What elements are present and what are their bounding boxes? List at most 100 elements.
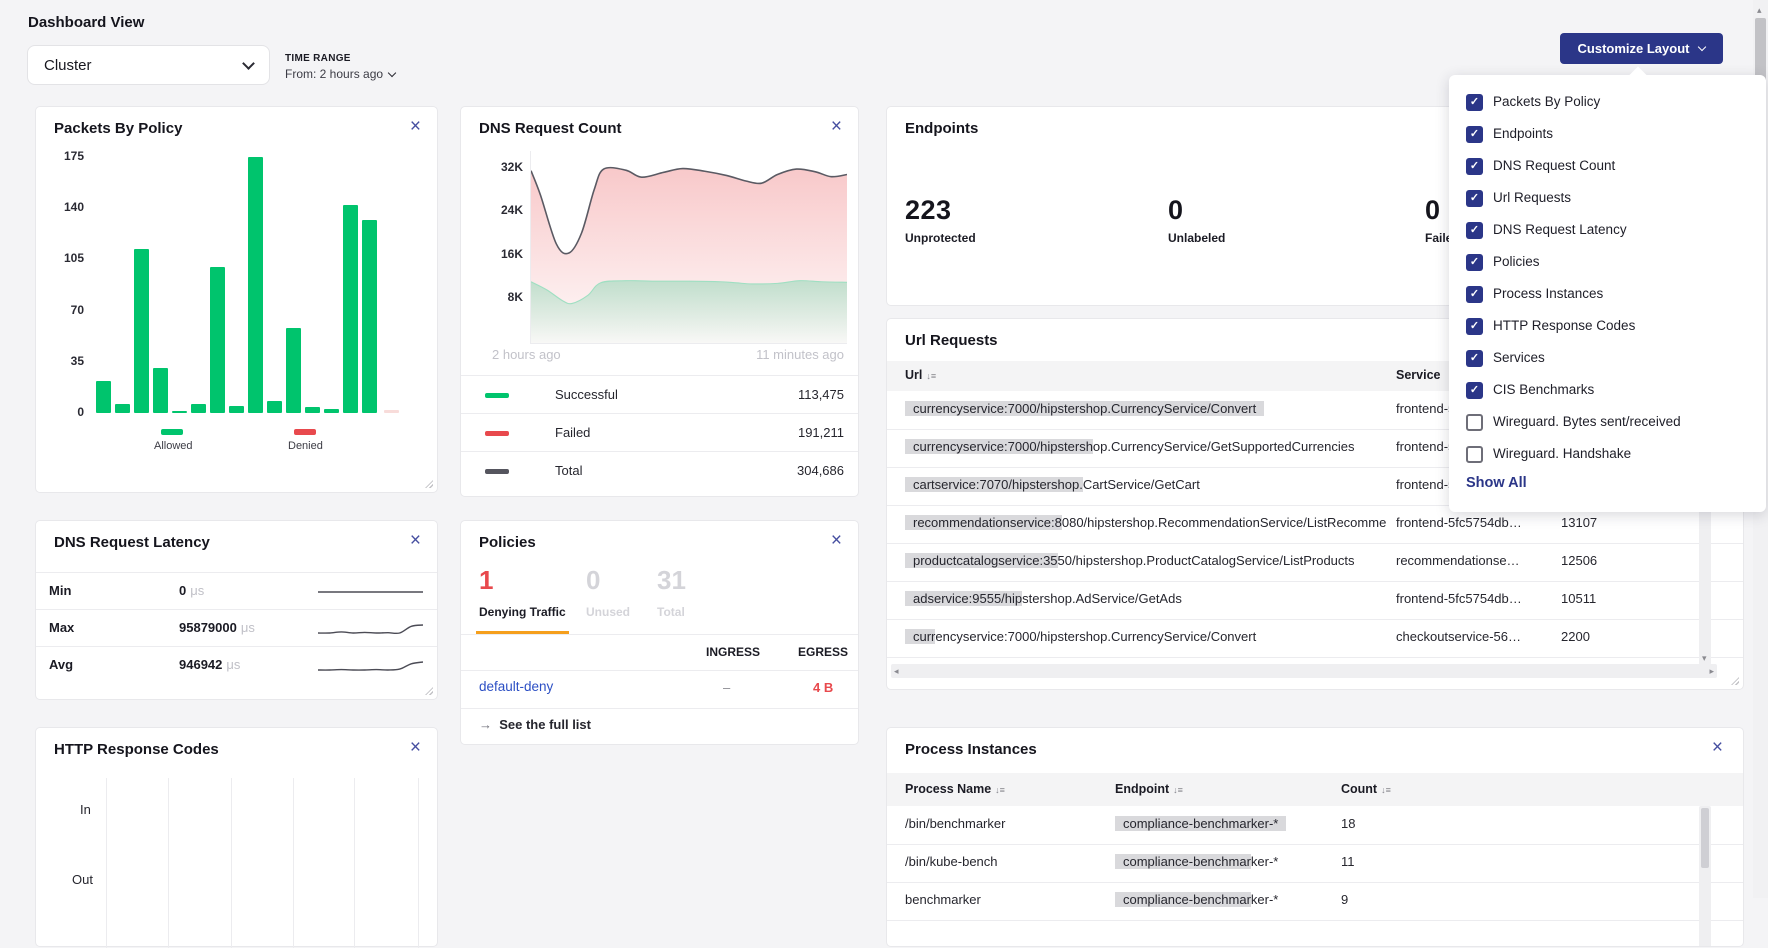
denying-traffic-count: 1 <box>479 565 493 596</box>
allowed-bar <box>267 401 282 413</box>
service-cell: frontend-5fc5754db… <box>1396 515 1551 530</box>
checkbox-checked-icon[interactable]: ✓ <box>1466 382 1483 399</box>
menu-item-endpoints[interactable]: ✓Endpoints <box>1449 119 1766 151</box>
scroll-down-icon[interactable]: ▾ <box>1702 651 1707 665</box>
x-axis-end-label: 11 minutes ago <box>756 347 844 362</box>
customize-layout-menu: ✓Packets By Policy✓Endpoints✓DNS Request… <box>1449 75 1766 512</box>
time-range-dropdown[interactable]: From: 2 hours ago <box>285 67 395 81</box>
latency-row: Max95879000μs <box>36 609 437 647</box>
scroll-up-icon[interactable]: ▴ <box>1757 3 1762 17</box>
menu-item-dns-request-latency[interactable]: ✓ DNS Request Latency <box>1449 215 1766 247</box>
menu-item-url-requests[interactable]: ✓Url Requests <box>1449 183 1766 215</box>
checkbox-checked-icon[interactable]: ✓ <box>1466 126 1483 143</box>
arrow-right-icon: → <box>479 717 492 732</box>
menu-item-label: DNS Request Latency <box>1493 222 1627 237</box>
menu-item-services[interactable]: ✓Services <box>1449 343 1766 375</box>
menu-item-dns-request-count[interactable]: ✓DNS Request Count <box>1449 151 1766 183</box>
legend-row: Successful113,475 <box>461 375 858 414</box>
menu-item-wireguard-bytes-sent-received[interactable]: Wireguard. Bytes sent/received <box>1449 407 1766 439</box>
time-range: TIME RANGE From: 2 hours ago <box>285 53 395 81</box>
menu-item-label: HTTP Response Codes <box>1493 318 1635 333</box>
y-axis-tick: 175 <box>48 149 84 163</box>
checkbox-checked-icon[interactable]: ✓ <box>1466 158 1483 175</box>
total-tab[interactable]: Total <box>657 605 685 619</box>
allowed-bar <box>229 406 244 413</box>
menu-item-http-response-codes[interactable]: ✓ HTTP Response Codes <box>1449 311 1766 343</box>
checkbox-unchecked-icon[interactable] <box>1466 414 1483 431</box>
close-icon[interactable]: × <box>410 531 421 550</box>
process-name-cell: /bin/kube-bench <box>905 854 1105 869</box>
see-full-list-link[interactable]: → See the full list <box>479 717 591 732</box>
card-title: Policies <box>479 534 536 551</box>
allowed-bar <box>134 249 149 413</box>
customize-layout-button[interactable]: Customize Layout <box>1560 33 1723 64</box>
allowed-bar <box>305 407 320 413</box>
endpoint-cell: compliance-benchmarker-* <box>1115 816 1330 831</box>
denied-bar <box>384 410 399 413</box>
menu-item-process-instances[interactable]: ✓Process Instances <box>1449 279 1766 311</box>
latency-value: 95879000μs <box>179 620 255 635</box>
policy-name-link[interactable]: default-deny <box>479 679 553 694</box>
y-axis-tick: 24K <box>481 203 523 217</box>
url-column-header[interactable]: Url↓≡ <box>905 368 936 382</box>
checkbox-checked-icon[interactable]: ✓ <box>1466 222 1483 239</box>
latency-metric-label: Avg <box>49 657 73 672</box>
service-column-header[interactable]: Service <box>1396 368 1440 382</box>
dns-request-count-card: DNS Request Count × 32K24K16K8K 2 hours … <box>460 106 859 497</box>
endpoint-column-header[interactable]: Endpoint↓≡ <box>1115 782 1183 796</box>
unlabeled-label: Unlabeled <box>1168 231 1225 245</box>
endpoint-cell: compliance-benchmarker-* <box>1115 854 1330 869</box>
menu-item-policies[interactable]: ✓Policies <box>1449 247 1766 279</box>
resize-handle-icon[interactable] <box>425 480 433 488</box>
close-icon[interactable]: × <box>410 117 421 136</box>
allowed-bar <box>362 220 377 413</box>
legend-value: 304,686 <box>797 463 844 478</box>
close-icon[interactable]: × <box>831 531 842 550</box>
unused-tab[interactable]: Unused <box>586 605 630 619</box>
menu-item-wireguard-handshake[interactable]: Wireguard. Handshake <box>1449 439 1766 471</box>
card-title: Process Instances <box>905 741 1037 758</box>
checkbox-checked-icon[interactable]: ✓ <box>1466 254 1483 271</box>
scroll-left-icon[interactable]: ◂ <box>894 664 899 678</box>
process-instances-card: Process Instances × Process Name↓≡ Endpo… <box>886 727 1744 947</box>
close-icon[interactable]: × <box>410 738 421 757</box>
sort-icon: ↓≡ <box>1381 785 1391 795</box>
close-icon[interactable]: × <box>1712 738 1723 757</box>
legend-value: 113,475 <box>798 387 844 402</box>
resize-handle-icon[interactable] <box>425 687 433 695</box>
sort-icon: ↓≡ <box>1173 785 1183 795</box>
highlighted-text: compliance-benchmar <box>1115 892 1251 907</box>
menu-item-cis-benchmarks[interactable]: ✓CIS Benchmarks <box>1449 375 1766 407</box>
legend-label: Total <box>555 463 582 478</box>
checkbox-unchecked-icon[interactable] <box>1466 446 1483 463</box>
checkbox-checked-icon[interactable]: ✓ <box>1466 350 1483 367</box>
cluster-select-value: Cluster <box>44 57 92 74</box>
denying-traffic-tab[interactable]: Denying Traffic <box>479 605 566 619</box>
checkbox-checked-icon[interactable]: ✓ <box>1466 94 1483 111</box>
process-name-column-header[interactable]: Process Name↓≡ <box>905 782 1005 796</box>
area-chart <box>530 151 847 344</box>
horizontal-scrollbar[interactable]: ◂ ▸ <box>891 664 1717 678</box>
show-all-link[interactable]: Show All <box>1466 475 1527 491</box>
unlabeled-count: 0 <box>1168 195 1184 226</box>
close-icon[interactable]: × <box>831 117 842 136</box>
checkbox-checked-icon[interactable]: ✓ <box>1466 318 1483 335</box>
checkbox-checked-icon[interactable]: ✓ <box>1466 286 1483 303</box>
menu-item-packets-by-policy[interactable]: ✓Packets By Policy <box>1449 87 1766 119</box>
chevron-down-icon <box>1698 43 1706 51</box>
vertical-scrollbar[interactable] <box>1699 806 1711 947</box>
url-cell: cartservice:7070/hipstershop.CartService… <box>905 477 1387 492</box>
cluster-select[interactable]: Cluster <box>27 45 270 85</box>
legend-row: Total 304,686 <box>461 451 858 490</box>
resize-handle-icon[interactable] <box>1731 677 1739 685</box>
checkbox-checked-icon[interactable]: ✓ <box>1466 190 1483 207</box>
scroll-right-icon[interactable]: ▸ <box>1709 664 1714 678</box>
service-cell: frontend-5fc5754db… <box>1396 591 1551 606</box>
dns-request-latency-card: DNS Request Latency × Min0μsMax95879000μ… <box>35 520 438 700</box>
count-column-header[interactable]: Count↓≡ <box>1341 782 1391 796</box>
table-row: productcatalogservice:3550/hipstershop.P… <box>887 543 1743 582</box>
allowed-bar <box>286 328 301 413</box>
highlighted-text: curr <box>905 629 935 644</box>
latency-row: Avg946942μs <box>36 646 437 684</box>
count-cell: 12506 <box>1561 553 1641 568</box>
